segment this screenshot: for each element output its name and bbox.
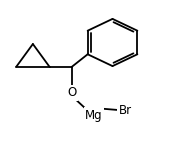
- Text: O: O: [67, 86, 76, 99]
- Text: Mg: Mg: [85, 109, 103, 122]
- Text: Br: Br: [119, 104, 132, 117]
